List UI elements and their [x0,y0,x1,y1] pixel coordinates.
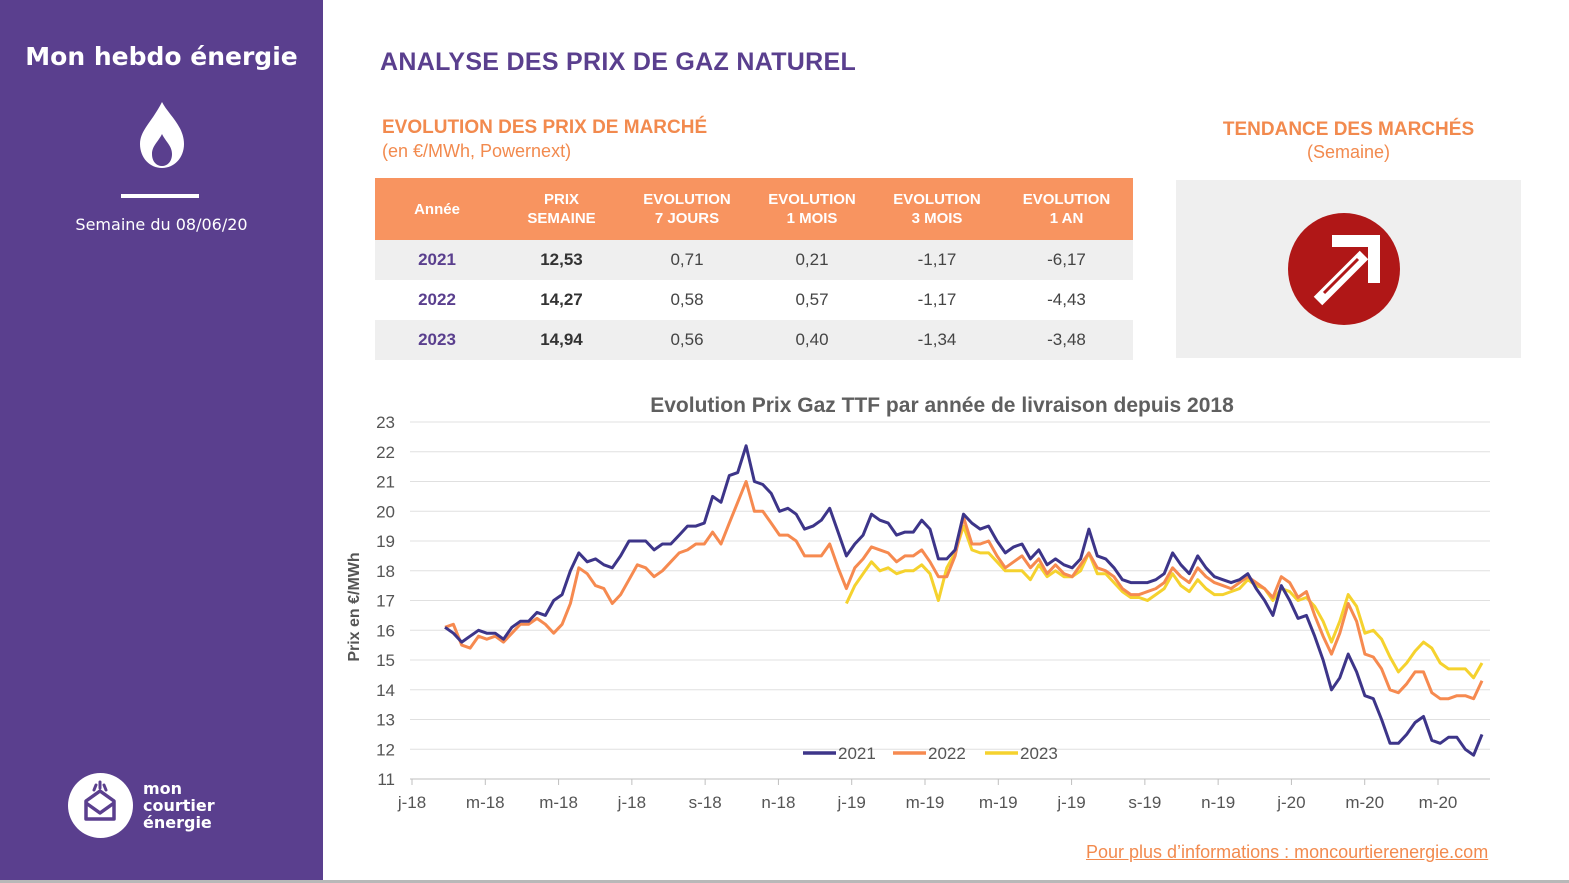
cell-3m: -1,17 [917,290,957,309]
flame-icon [140,102,184,168]
x-tick-label: j-18 [617,793,646,812]
sidebar: Mon hebdo énergie Semaine du 08/06/20 mo… [0,0,323,881]
y-tick-label: 19 [376,532,395,551]
trend-subtitle: (Semaine) [1306,142,1391,162]
y-tick-labels: 11 12 13 14 15 16 17 18 19 20 21 22 23 [376,413,395,789]
col-header-price: PRIX SEMAINE [499,178,624,240]
col-header-1y: EVOLUTION 1 AN [1000,178,1133,240]
logo-line-2: courtier [143,796,215,815]
logo-line-1: mon [143,779,183,798]
brand-title: Mon hebdo énergie [25,42,298,71]
y-tick-label: 12 [376,740,395,759]
x-tick-label: j-20 [1276,793,1305,812]
x-tick-label: n-19 [1201,793,1235,812]
cell-year: 2023 [375,320,499,360]
y-tick-label: 20 [376,502,395,521]
legend-item-2023: 2023 [985,744,1058,763]
table-row: 2022 14,27 0,58 0,57 -1,17 -4,43 [375,280,1133,320]
table-header-row: Année PRIX SEMAINE EVOLUTION 7 JOURS EVOLU… [375,178,1133,240]
price-table: Année PRIX SEMAINE EVOLUTION 7 JOURS EVOLU… [375,178,1133,360]
legend-item-2021: 2021 [803,744,876,763]
cell-1y: -6,17 [1000,240,1133,280]
logo-text: mon courtier énergie [143,780,215,831]
chart-ylabel: Prix en €/MWh [346,552,363,661]
chart-grid [410,421,1490,785]
trend-panel [1176,180,1521,358]
col-header-7d: EVOLUTION 7 JOURS [624,178,750,240]
market-title: EVOLUTION DES PRIX DE MARCHÉ [382,117,708,138]
x-tick-label: n-18 [761,793,795,812]
y-tick-label: 22 [376,443,395,462]
y-tick-label: 16 [376,621,395,640]
x-tick-label: m-19 [979,793,1018,812]
x-tick-labels: j-18 m-18 m-18 j-18 s-18 n-18 j-19 m-19 m-19 j-19… [397,793,1458,812]
cell-1y: -3,48 [1000,320,1133,360]
cell-price: 12,53 [499,240,624,280]
x-tick-label: m-20 [1345,793,1384,812]
x-tick-label: j-18 [397,793,426,812]
y-tick-label: 13 [376,711,395,730]
legend-label: 2021 [838,744,876,763]
y-tick-label: 14 [376,681,395,700]
logo-envelope-icon [84,780,116,821]
col-header-1m: EVOLUTION 1 MOIS [750,178,874,240]
bottom-border [0,880,1569,883]
table-row: 2023 14,94 0,56 0,40 -1,34 -3,48 [375,320,1133,360]
cell-3m: -1,34 [874,320,1000,360]
week-label: Semaine du 08/06/20 [75,215,248,234]
cell-3m: -1,17 [874,240,1000,280]
x-tick-label: j-19 [837,793,866,812]
sidebar-divider [121,194,199,198]
cell-1m: 0,57 [795,290,829,309]
logo-mark [68,773,133,838]
x-tick-label: j-19 [1056,793,1085,812]
cell-7d: 0,71 [624,240,750,280]
trend-title: TENDANCE DES MARCHÉS [1222,119,1475,140]
up-arrow-icon [1288,213,1400,325]
x-tick-label: s-18 [689,793,722,812]
cell-1m: 0,21 [750,240,874,280]
price-chart: Evolution Prix Gaz TTF par année de livr… [346,394,1490,812]
legend-label: 2023 [1020,744,1058,763]
cell-7d: 0,56 [624,320,750,360]
y-tick-label: 23 [376,413,395,432]
x-tick-label: m-18 [466,793,505,812]
y-tick-label: 18 [376,562,395,581]
y-tick-label: 17 [376,592,395,611]
x-tick-label: m-18 [539,793,578,812]
market-unit: (en €/MWh, Powernext) [382,141,572,161]
chart-legend: 2021 2022 2023 [803,744,1058,763]
series-line-2021 [444,444,1484,757]
more-info-link[interactable]: Pour plus d’informations : moncourtieren… [1086,842,1489,862]
cell-price: 14,94 [499,320,624,360]
x-tick-label: m-20 [1419,793,1458,812]
cell-price: 14,27 [540,290,583,309]
x-tick-label: m-19 [906,793,945,812]
y-tick-label: 21 [376,473,395,492]
chart-title: Evolution Prix Gaz TTF par année de livr… [650,394,1234,417]
cell-7d: 0,58 [670,290,704,309]
page-title: ANALYSE DES PRIX DE GAZ NATUREL [380,48,857,76]
y-tick-label: 15 [376,651,395,670]
cell-1y: -4,43 [1047,290,1086,309]
logo-line-3: énergie [143,813,212,832]
x-tick-label: s-19 [1128,793,1161,812]
chart-lines [444,444,1484,757]
legend-item-2022: 2022 [893,744,966,763]
table-row: 2021 12,53 0,71 0,21 -1,17 -6,17 [375,240,1133,280]
legend-label: 2022 [928,744,966,763]
cell-year: 2021 [375,240,499,280]
cell-1m: 0,40 [750,320,874,360]
cell-year: 2022 [418,290,456,309]
col-header-year: Année [375,178,499,240]
y-tick-label: 11 [377,770,395,789]
col-header-3m: EVOLUTION 3 MOIS [874,178,1000,240]
series-line-2023 [845,524,1484,680]
